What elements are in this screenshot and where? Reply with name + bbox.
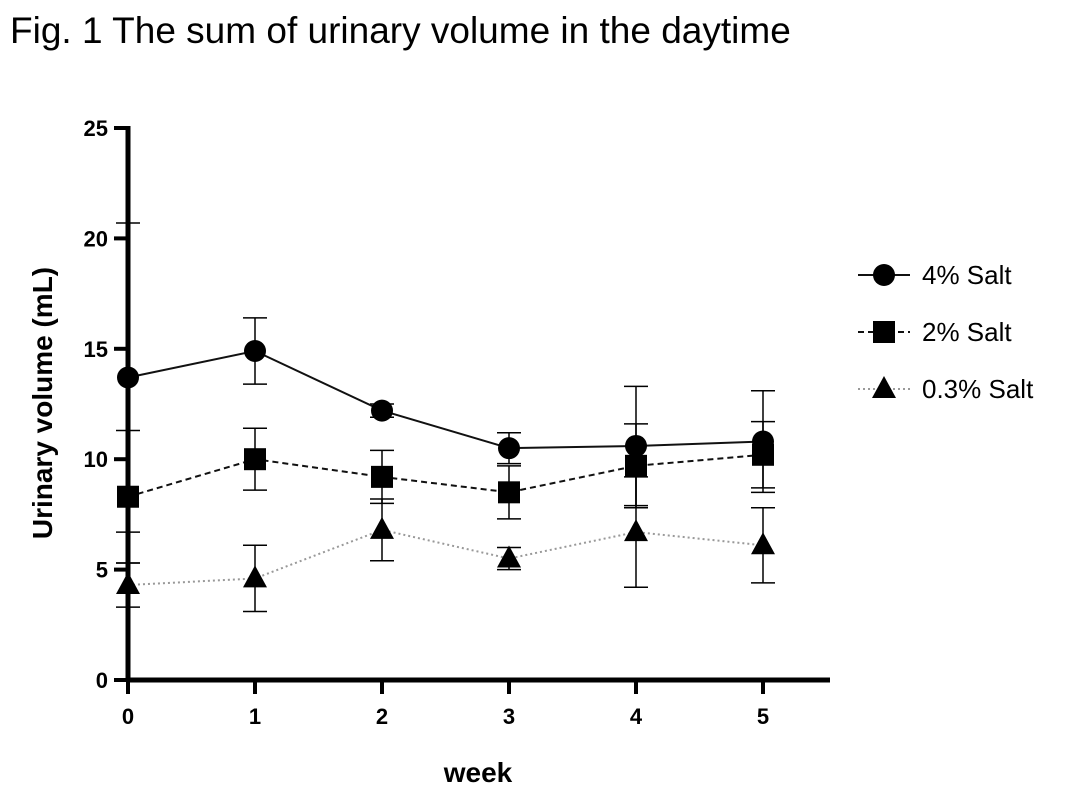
data-point-square xyxy=(244,448,266,471)
ticks: 0 5 10 15 20 25 0 1 2 3 4 5 xyxy=(84,116,770,729)
legend-label: 2% Salt xyxy=(922,317,1012,347)
data-point-triangle xyxy=(497,545,521,568)
series-line xyxy=(127,349,764,450)
data-point-circle xyxy=(625,434,647,457)
x-tick-label: 2 xyxy=(376,704,388,729)
legend-marker-circle xyxy=(873,264,895,286)
y-tick-label: 5 xyxy=(96,558,108,583)
data-point-square xyxy=(371,465,393,488)
legend-label: 4% Salt xyxy=(922,260,1012,290)
y-tick-label: 0 xyxy=(96,668,108,693)
series-markers xyxy=(116,340,775,595)
data-point-triangle xyxy=(243,565,267,588)
legend-marker-triangle xyxy=(872,376,896,398)
data-point-circle xyxy=(244,340,266,363)
legend: 4% Salt 2% Salt 0.3% Salt xyxy=(858,260,1034,404)
x-tick-label: 0 xyxy=(122,704,134,729)
figure-title: Fig. 1 The sum of urinary volume in the … xyxy=(10,10,791,51)
data-point-triangle xyxy=(751,532,775,555)
series-lines xyxy=(127,349,764,587)
data-point-triangle xyxy=(370,516,394,539)
x-tick-label: 1 xyxy=(249,704,261,729)
data-point-circle xyxy=(371,399,393,422)
series-line xyxy=(127,528,764,587)
legend-label: 0.3% Salt xyxy=(922,374,1034,404)
data-point-square xyxy=(752,443,774,466)
data-point-triangle xyxy=(624,519,648,542)
x-tick-label: 5 xyxy=(757,704,769,729)
legend-marker-square xyxy=(873,321,895,343)
x-tick-label: 4 xyxy=(630,704,643,729)
x-axis-label: week xyxy=(443,757,513,788)
data-point-square xyxy=(625,454,647,477)
y-tick-label: 20 xyxy=(84,226,108,251)
series-line xyxy=(127,453,764,498)
y-axis-label: Urinary volume (mL) xyxy=(27,267,58,539)
y-tick-label: 25 xyxy=(84,116,108,141)
axes xyxy=(125,126,830,683)
y-tick-label: 10 xyxy=(84,447,108,472)
x-tick-label: 3 xyxy=(503,704,515,729)
data-point-circle xyxy=(498,437,520,460)
y-tick-label: 15 xyxy=(84,337,108,362)
data-point-square xyxy=(498,481,520,504)
error-bars xyxy=(116,222,775,613)
